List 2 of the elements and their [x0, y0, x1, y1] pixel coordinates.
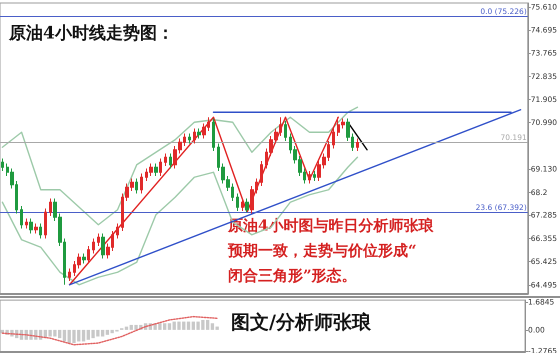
- text: 原油4小时线走势图：: [8, 24, 174, 44]
- annotation: 图文/分析师张琅: [231, 312, 372, 334]
